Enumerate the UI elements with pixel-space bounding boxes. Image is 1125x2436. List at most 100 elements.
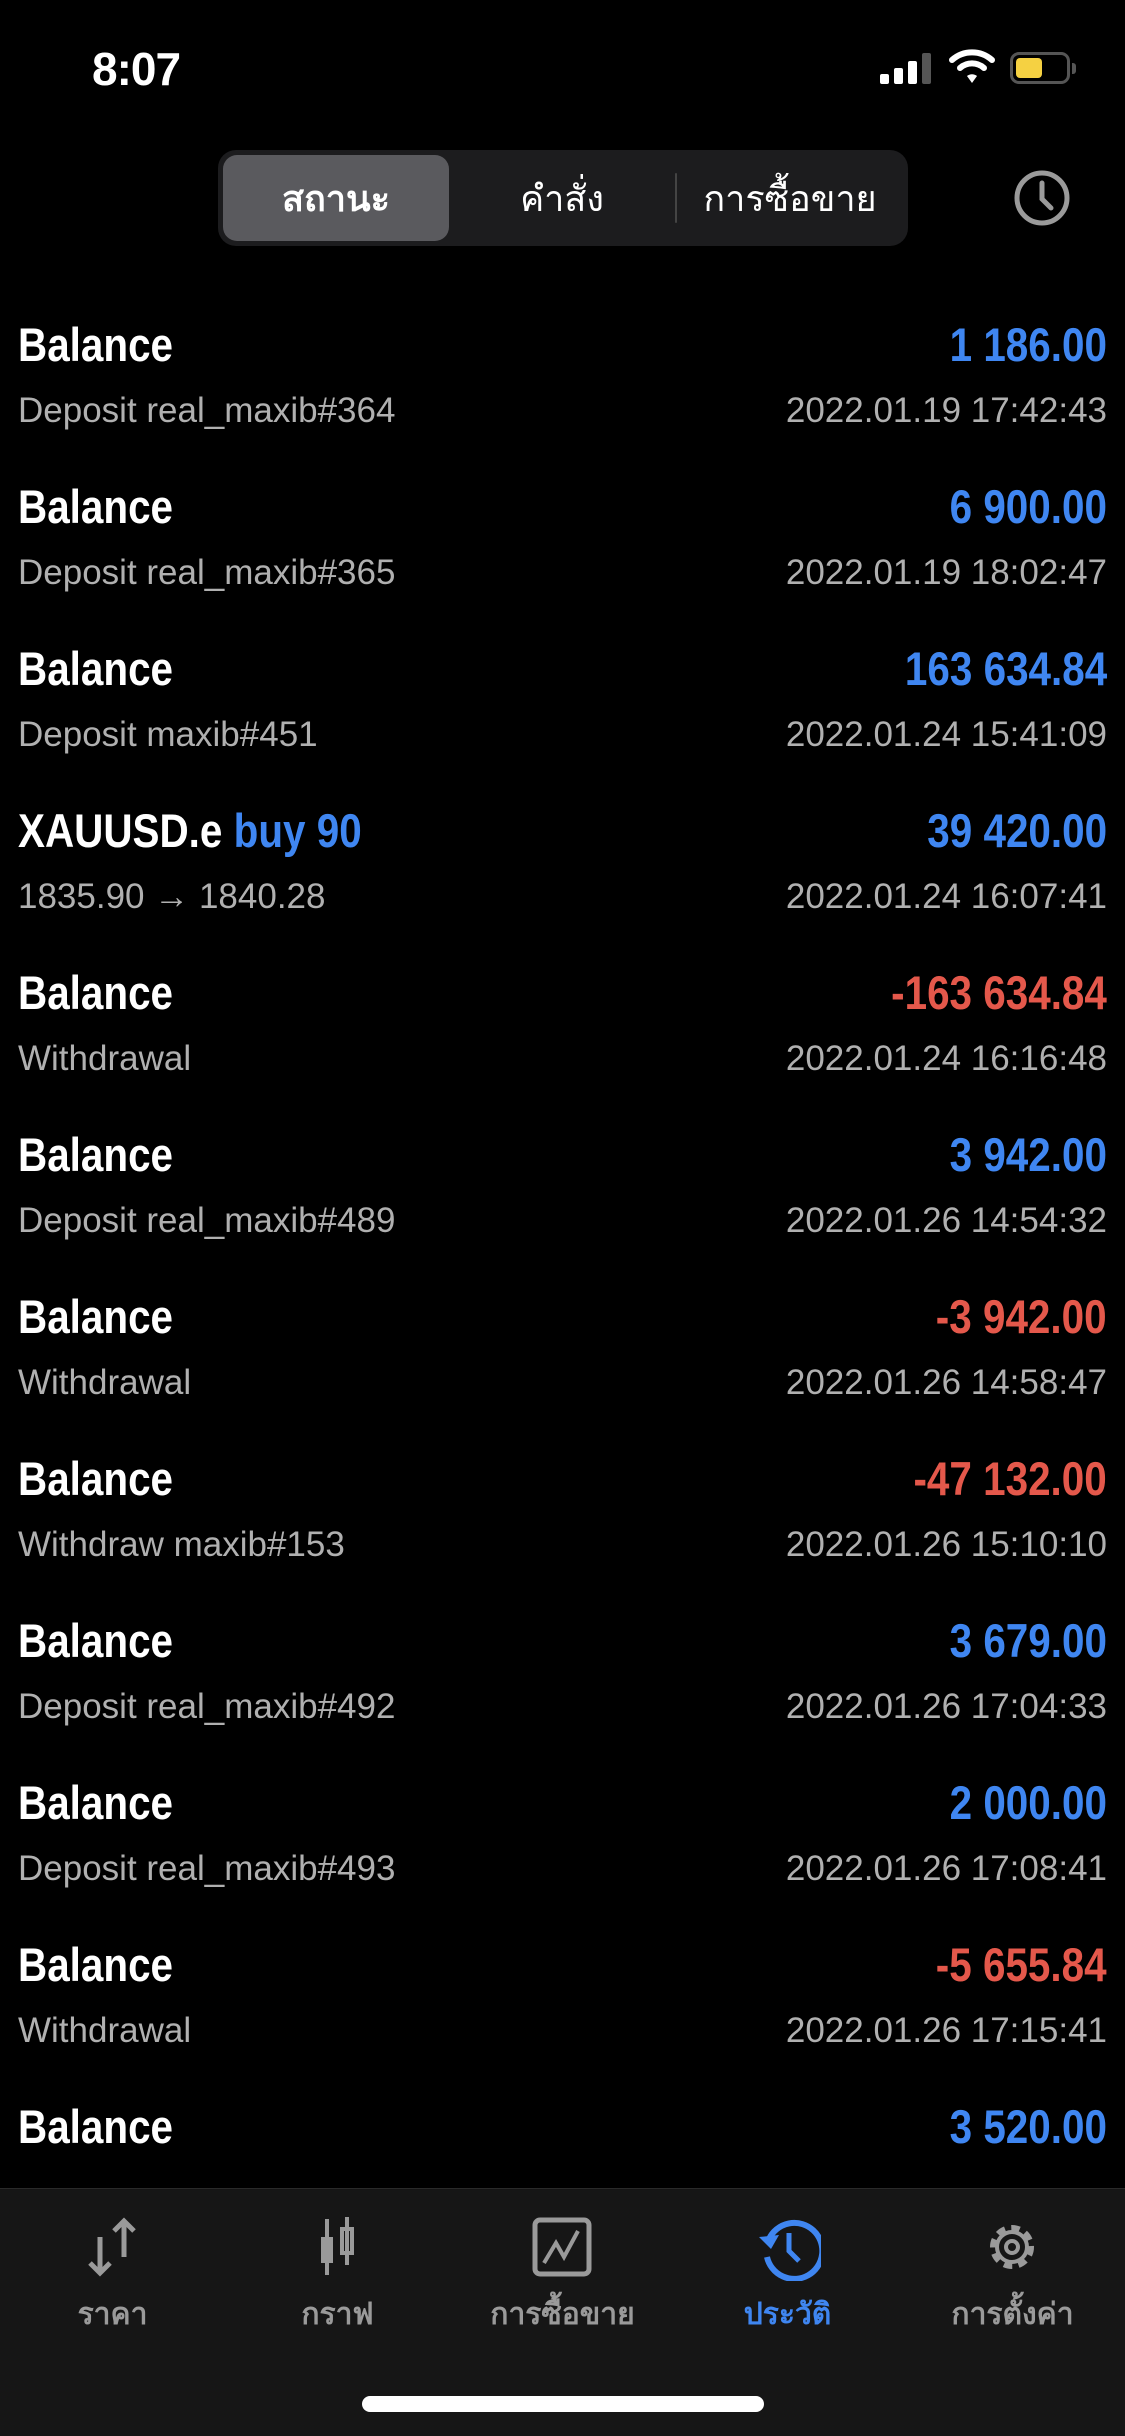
- row-side: buy 90: [233, 804, 362, 857]
- row-time: 2022.01.26 15:10:10: [785, 1525, 1107, 1564]
- history-row[interactable]: Balance 1 186.00 Deposit real_maxib#364 …: [0, 255, 1125, 430]
- row-comment: Deposit real_maxib#365: [18, 553, 396, 592]
- row-title: Balance: [18, 1937, 173, 1992]
- row-comment: Deposit real_maxib#364: [18, 391, 396, 430]
- history-icon: [759, 2219, 821, 2281]
- row-title: Balance: [18, 317, 173, 372]
- row-symbol: Balance: [18, 1128, 174, 1181]
- tab-bar: ราคา กราฟ การซื้อขาย ประวัติ การตั้งค่า: [0, 2188, 1125, 2436]
- history-row[interactable]: Balance -3 942.00 Withdrawal 2022.01.26 …: [0, 1227, 1125, 1402]
- row-title: Balance: [18, 965, 173, 1020]
- row-symbol: Balance: [18, 1290, 174, 1343]
- settings-gear-icon: [990, 2225, 1034, 2269]
- row-amount: 3 520.00: [949, 2100, 1107, 2153]
- row-amount: 6 900.00: [949, 480, 1107, 533]
- segment-positions[interactable]: สถานะ: [223, 155, 449, 241]
- row-symbol: Balance: [18, 642, 174, 695]
- row-time: 2022.01.26 14:54:32: [785, 1201, 1107, 1240]
- row-symbol: Balance: [18, 1614, 174, 1667]
- row-title: Balance: [18, 1451, 173, 1506]
- history-row[interactable]: Balance 163 634.84 Deposit maxib#451 202…: [0, 579, 1125, 754]
- battery-icon: [1010, 52, 1076, 84]
- tab-charts[interactable]: กราฟ: [225, 2189, 450, 2339]
- history-row[interactable]: Balance 3 942.00 Deposit real_maxib#489 …: [0, 1065, 1125, 1240]
- row-title: Balance: [18, 1289, 173, 1344]
- row-symbol: Balance: [18, 1452, 174, 1505]
- row-amount: -3 942.00: [936, 1290, 1107, 1343]
- row-time: 2022.01.19 18:02:47: [785, 553, 1107, 592]
- tab-settings[interactable]: การตั้งค่า: [900, 2189, 1125, 2339]
- row-comment: Deposit real_maxib#493: [18, 1849, 396, 1888]
- row-time: 2022.01.24 16:16:48: [785, 1039, 1107, 1078]
- row-comment: Withdraw maxib#153: [18, 1525, 345, 1564]
- row-symbol: Balance: [18, 1776, 174, 1829]
- row-time: 2022.01.24 15:41:09: [785, 715, 1107, 754]
- row-amount: -163 634.84: [891, 966, 1107, 1019]
- history-row[interactable]: Balance 3 679.00 Deposit real_maxib#492 …: [0, 1551, 1125, 1726]
- row-symbol: Balance: [18, 966, 174, 1019]
- tab-label: ประวัติ: [743, 2298, 832, 2331]
- wifi-icon: [949, 49, 995, 83]
- row-comment: Withdrawal: [18, 1363, 192, 1402]
- row-amount: 1 186.00: [949, 318, 1107, 371]
- row-comment: 1835.90 → 1840.28: [18, 877, 326, 916]
- row-amount: -5 655.84: [936, 1938, 1107, 1991]
- history-row[interactable]: Balance -163 634.84 Withdrawal 2022.01.2…: [0, 903, 1125, 1078]
- status-bar: 8:07: [0, 0, 1125, 130]
- home-indicator: [362, 2396, 764, 2412]
- tab-label: กราฟ: [301, 2298, 374, 2331]
- row-time: 2022.01.26 17:04:33: [785, 1687, 1107, 1726]
- row-title: Balance: [18, 2099, 173, 2154]
- tab-label: การซื้อขาย: [490, 2298, 635, 2331]
- row-comment: Deposit real_maxib#492: [18, 1687, 396, 1726]
- row-time: 2022.01.26 17:15:41: [785, 2011, 1107, 2050]
- segmented-control: สถานะ คำสั่ง การซื้อขาย: [218, 150, 908, 246]
- row-amount: -47 132.00: [913, 1452, 1107, 1505]
- quotes-arrows-icon: [88, 2217, 136, 2277]
- row-symbol: Balance: [18, 480, 174, 533]
- row-time: 2022.01.26 17:08:41: [785, 1849, 1107, 1888]
- history-row[interactable]: Balance 3 520.00: [0, 2037, 1125, 2199]
- candlestick-chart-icon: [321, 2217, 354, 2275]
- history-row[interactable]: Balance 2 000.00 Deposit real_maxib#493 …: [0, 1713, 1125, 1888]
- row-title: Balance: [18, 1127, 173, 1182]
- row-comment: Deposit maxib#451: [18, 715, 318, 754]
- history-row[interactable]: Balance -47 132.00 Withdraw maxib#153 20…: [0, 1389, 1125, 1564]
- row-title: Balance: [18, 1613, 173, 1668]
- period-clock-icon[interactable]: [1012, 168, 1072, 228]
- tab-quotes[interactable]: ราคา: [0, 2189, 225, 2339]
- row-comment: Withdrawal: [18, 1039, 192, 1078]
- row-amount: 2 000.00: [949, 1776, 1107, 1829]
- history-row[interactable]: Balance -5 655.84 Withdrawal 2022.01.26 …: [0, 1875, 1125, 2050]
- trade-chart-icon: [532, 2217, 592, 2277]
- row-comment: Deposit real_maxib#489: [18, 1201, 396, 1240]
- segment-deals[interactable]: การซื้อขาย: [703, 177, 877, 219]
- row-title: Balance: [18, 479, 173, 534]
- tab-trade[interactable]: การซื้อขาย: [450, 2189, 675, 2339]
- segment-orders[interactable]: คำสั่ง: [520, 177, 604, 219]
- row-time: 2022.01.24 16:07:41: [785, 877, 1107, 916]
- status-time: 8:07: [92, 43, 181, 95]
- tab-history[interactable]: ประวัติ: [675, 2189, 900, 2339]
- history-row[interactable]: XAUUSD.e buy 90 39 420.00 1835.90 → 1840…: [0, 741, 1125, 916]
- row-symbol: XAUUSD.e: [18, 804, 223, 857]
- row-title: Balance: [18, 1775, 173, 1830]
- row-symbol: Balance: [18, 1938, 174, 1991]
- row-amount: 3 942.00: [949, 1128, 1107, 1181]
- row-symbol: Balance: [18, 2100, 174, 2153]
- history-row[interactable]: Balance 6 900.00 Deposit real_maxib#365 …: [0, 417, 1125, 592]
- segment-divider: [675, 173, 677, 223]
- row-title: XAUUSD.e buy 90: [18, 803, 362, 858]
- row-time: 2022.01.26 14:58:47: [785, 1363, 1107, 1402]
- tab-label: การตั้งค่า: [951, 2298, 1074, 2331]
- row-comment: Withdrawal: [18, 2011, 192, 2050]
- cellular-signal-icon: [880, 52, 931, 84]
- row-symbol: Balance: [18, 318, 174, 371]
- row-title: Balance: [18, 641, 173, 696]
- row-time: 2022.01.19 17:42:43: [785, 391, 1107, 430]
- row-amount: 163 634.84: [904, 642, 1107, 695]
- header: สถานะ คำสั่ง การซื้อขาย: [0, 130, 1125, 255]
- tab-label: ราคา: [77, 2298, 148, 2331]
- row-amount: 39 420.00: [927, 804, 1107, 857]
- row-amount: 3 679.00: [949, 1614, 1107, 1667]
